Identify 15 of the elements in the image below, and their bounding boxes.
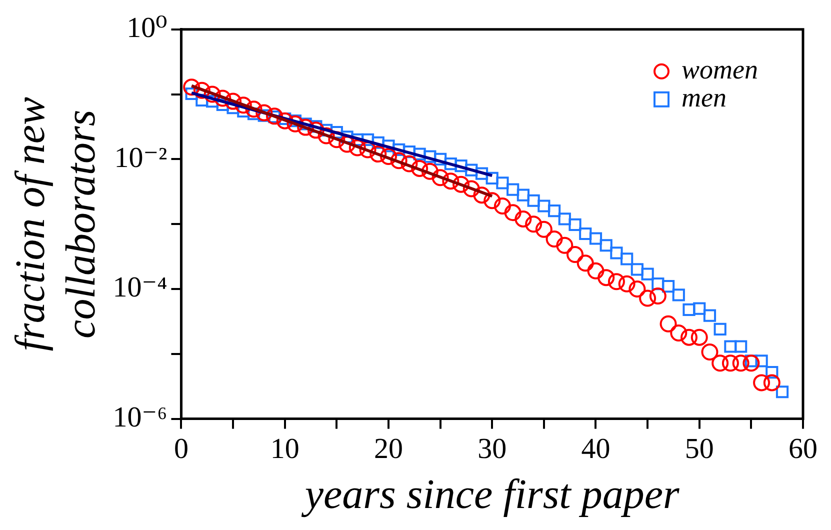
x-axis-title: years since first paper — [300, 472, 680, 518]
x-tick-label: 40 — [581, 432, 610, 465]
legend-label: women — [682, 54, 758, 84]
x-tick-label: 20 — [374, 432, 403, 465]
x-tick-label: 50 — [684, 432, 714, 465]
x-tick-label: 0 — [174, 432, 188, 465]
y-axis-title: fraction of new collaborators — [8, 96, 105, 352]
legend-label: men — [682, 82, 726, 112]
x-tick-label: 30 — [478, 432, 507, 465]
x-tick-label: 60 — [788, 432, 818, 465]
y-tick-label: 10⁻⁶ — [112, 401, 168, 434]
y-tick-label: 10⁻² — [114, 142, 168, 174]
y-tick-label: 10⁻⁴ — [112, 272, 168, 304]
y-tick-label: 10⁰ — [126, 12, 168, 44]
x-tick-label: 10 — [270, 432, 300, 465]
